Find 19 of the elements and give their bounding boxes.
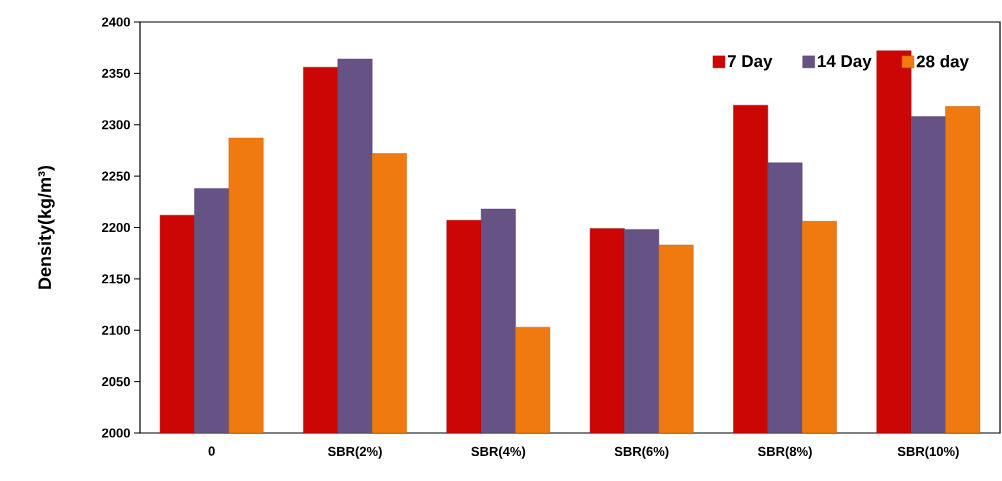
y-tick-label: 2300: [102, 120, 130, 130]
legend-label: 7 Day: [727, 55, 773, 71]
y-tick-label: 2100: [102, 325, 130, 335]
legend-label: 28 day: [916, 54, 969, 71]
y-axis-title: Density(kg/m³): [37, 165, 55, 289]
x-tick-label: SBR(8%): [757, 446, 812, 459]
x-tick-label: 0: [208, 446, 215, 456]
x-tick-label: SBR(2%): [327, 446, 382, 459]
x-tick-label: SBR(10%): [897, 446, 959, 459]
y-tick-label: 2350: [102, 68, 130, 78]
y-tick-label: 2000: [102, 428, 130, 438]
y-tick-label: 2150: [102, 274, 130, 284]
y-tick-label: 2050: [102, 377, 130, 387]
y-tick-label: 2400: [102, 17, 130, 27]
legend-label: 14 Day: [817, 55, 872, 71]
x-tick-label: SBR(6%): [614, 446, 669, 459]
x-tick-label: SBR(4%): [471, 446, 526, 459]
y-tick-label: 2200: [102, 222, 130, 233]
y-tick-label: 2250: [102, 171, 130, 181]
